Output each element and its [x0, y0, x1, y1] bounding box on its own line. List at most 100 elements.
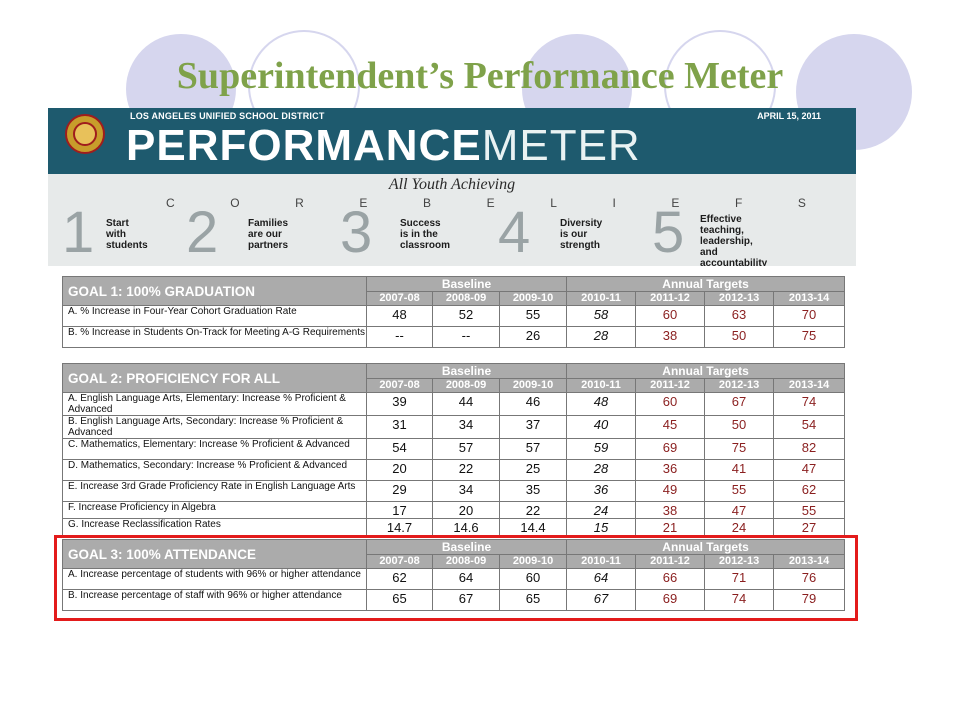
baseline-value: 39	[366, 392, 433, 416]
metric-label: B. Increase percentage of staff with 96%…	[62, 589, 367, 611]
metric-label: G. Increase Reclassification Rates	[62, 518, 367, 536]
table-row: A. English Language Arts, Elementary: In…	[62, 392, 846, 416]
baseline-value: 31	[366, 415, 433, 439]
baseline-value: 14.4	[498, 518, 568, 536]
year-header: 2009-10	[498, 291, 568, 306]
table-row: G. Increase Reclassification Rates 14.7 14…	[62, 518, 846, 536]
table-row: B. English Language Arts, Secondary: Inc…	[62, 415, 846, 439]
table-row: A. % Increase in Four-Year Cohort Gradua…	[62, 305, 846, 327]
baseline-value: 60	[498, 568, 568, 590]
baseline-value: 65	[366, 589, 433, 611]
goal-title: GOAL 1: 100% GRADUATION	[62, 276, 367, 306]
year-header: 2008-09	[432, 291, 500, 306]
baseline-value: 34	[432, 415, 500, 439]
goal-3-highlight-box	[54, 535, 858, 621]
report-date: APRIL 15, 2011	[757, 111, 821, 121]
year-header: 2010-11	[566, 378, 637, 393]
target-value: 82	[773, 438, 846, 460]
baseline-value: 65	[498, 589, 568, 611]
target-value: 24	[566, 501, 637, 519]
target-value: 60	[635, 392, 706, 416]
target-value: 48	[566, 392, 637, 416]
target-value: 66	[635, 568, 706, 590]
baseline-value: 54	[366, 438, 433, 460]
baseline-value: 48	[366, 305, 433, 327]
baseline-value: 57	[498, 438, 568, 460]
belief-number: 3	[340, 200, 373, 265]
table-row: D. Mathematics, Secondary: Increase % Pr…	[62, 459, 846, 481]
target-value: 60	[635, 305, 706, 327]
target-value: 47	[704, 501, 775, 519]
baseline-value: 20	[366, 459, 433, 481]
annual-targets-header: Annual Targets	[566, 539, 846, 555]
year-header: 2007-08	[366, 378, 433, 393]
banner-title-bold: PERFORMANCE	[126, 121, 482, 170]
core-beliefs-letter: R	[295, 196, 304, 210]
baseline-value: 62	[366, 568, 433, 590]
target-value: 36	[635, 459, 706, 481]
goal-table: GOAL 2: PROFICIENCY FOR ALL Baseline Annua…	[62, 363, 846, 536]
year-header: 2009-10	[498, 554, 568, 569]
metric-label: E. Increase 3rd Grade Proficiency Rate i…	[62, 480, 367, 502]
year-header: 2011-12	[635, 554, 706, 569]
target-value: 54	[773, 415, 846, 439]
target-value: 28	[566, 459, 637, 481]
table-row: B. % Increase in Students On-Track for M…	[62, 326, 846, 348]
performance-meter-banner: LOS ANGELES UNIFIED SCHOOL DISTRICT APRI…	[48, 108, 856, 266]
target-value: 38	[635, 501, 706, 519]
baseline-value: 25	[498, 459, 568, 481]
target-value: 55	[773, 501, 846, 519]
target-value: 59	[566, 438, 637, 460]
metric-label: A. % Increase in Four-Year Cohort Gradua…	[62, 305, 367, 327]
belief-text: Diversity is our strength	[560, 218, 603, 251]
goal-title: GOAL 3: 100% ATTENDANCE	[62, 539, 367, 569]
target-value: 15	[566, 518, 637, 536]
baseline-value: 52	[432, 305, 500, 327]
district-seal-icon	[65, 114, 105, 154]
target-value: 75	[773, 326, 846, 348]
metric-label: D. Mathematics, Secondary: Increase % Pr…	[62, 459, 367, 481]
year-header: 2013-14	[773, 554, 846, 569]
core-beliefs-letter: L	[550, 196, 557, 210]
baseline-value: 44	[432, 392, 500, 416]
annual-targets-header: Annual Targets	[566, 276, 846, 292]
year-header: 2012-13	[704, 378, 775, 393]
banner-header: LOS ANGELES UNIFIED SCHOOL DISTRICT APRI…	[48, 108, 856, 174]
baseline-value: 14.6	[432, 518, 500, 536]
target-value: 38	[635, 326, 706, 348]
baseline-value: 20	[432, 501, 500, 519]
core-beliefs-letter: E	[671, 196, 680, 210]
metric-label: C. Mathematics, Elementary: Increase % P…	[62, 438, 367, 460]
year-header: 2009-10	[498, 378, 568, 393]
target-value: 79	[773, 589, 846, 611]
belief-number: 1	[62, 200, 95, 265]
core-beliefs-letter: O	[230, 196, 240, 210]
core-beliefs-letter: S	[797, 196, 806, 210]
baseline-value: 37	[498, 415, 568, 439]
annual-targets-header: Annual Targets	[566, 363, 846, 379]
year-header: 2012-13	[704, 554, 775, 569]
beliefs-row: 1 Start with students 2 Families are our…	[62, 202, 856, 267]
year-header: 2008-09	[432, 378, 500, 393]
belief-text: Success is in the classroom	[400, 218, 451, 251]
target-value: 24	[704, 518, 775, 536]
baseline-value: 22	[498, 501, 568, 519]
core-beliefs-letter: C	[166, 196, 175, 210]
core-beliefs-letter: F	[734, 196, 743, 210]
tagline: All Youth Achieving	[388, 176, 516, 193]
year-header: 2012-13	[704, 291, 775, 306]
banner-title-light: METER	[481, 121, 641, 170]
goal-title: GOAL 2: PROFICIENCY FOR ALL	[62, 363, 367, 393]
year-header: 2007-08	[366, 291, 433, 306]
year-header: 2007-08	[366, 554, 433, 569]
table-row: B. Increase percentage of staff with 96%…	[62, 589, 846, 611]
belief-number: 5	[652, 200, 685, 265]
target-value: 69	[635, 589, 706, 611]
target-value: 74	[773, 392, 846, 416]
target-value: 63	[704, 305, 775, 327]
target-value: 75	[704, 438, 775, 460]
year-header: 2013-14	[773, 291, 846, 306]
year-header: 2008-09	[432, 554, 500, 569]
target-value: 50	[704, 326, 775, 348]
target-value: 62	[773, 480, 846, 502]
